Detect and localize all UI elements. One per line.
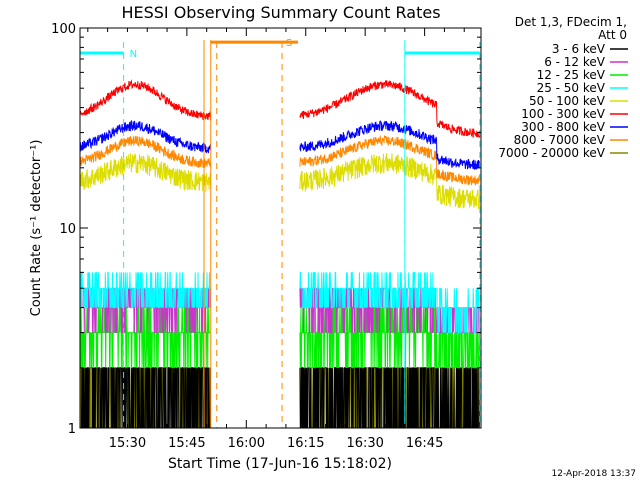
y-tick-label-1: 10 bbox=[59, 222, 76, 237]
series-line-6 bbox=[79, 119, 481, 170]
axes: 1 10 100 15:30 15:45 16:00 16:15 16:30 16:45 bbox=[51, 22, 481, 451]
legend-label-8: 7000 - 20000 keV bbox=[498, 146, 605, 160]
legend-label-4: 50 - 100 keV bbox=[529, 94, 606, 108]
timestamp-footer: 12-Apr-2018 13:37 bbox=[552, 469, 636, 479]
legend-label-2: 12 - 25 keV bbox=[537, 68, 606, 82]
y-axis-label: Count Rate (s⁻¹ detector⁻¹) bbox=[29, 140, 44, 317]
series-line-4 bbox=[79, 152, 481, 210]
x-axis-label: Start Time (17-Jun-16 15:18:02) bbox=[168, 456, 392, 472]
x-tick-label-4: 16:30 bbox=[346, 436, 383, 451]
x-tick-label-0: 15:30 bbox=[109, 436, 146, 451]
legend-header-line-2: Att 0 bbox=[598, 28, 627, 42]
y-tick-label-2: 100 bbox=[51, 22, 76, 37]
legend-label-1: 6 - 12 keV bbox=[544, 55, 606, 69]
series-line-5 bbox=[79, 79, 481, 139]
x-tick-label-5: 16:45 bbox=[406, 436, 443, 451]
legend-label-3: 25 - 50 keV bbox=[537, 81, 606, 95]
y-tick-label-0: 1 bbox=[68, 422, 76, 437]
legend-label-5: 100 - 300 keV bbox=[521, 107, 605, 121]
chart-title: HESSI Observing Summary Count Rates bbox=[121, 3, 440, 22]
flag-label-0: N bbox=[130, 49, 137, 60]
x-tick-label-1: 15:45 bbox=[168, 436, 205, 451]
flag-label-2: S bbox=[286, 38, 292, 49]
series-line-7 bbox=[79, 134, 481, 186]
series-line-3 bbox=[79, 271, 481, 334]
x-tick-label-2: 16:00 bbox=[228, 436, 265, 451]
legend-label-6: 300 - 800 keV bbox=[521, 120, 605, 134]
x-tick-label-3: 16:15 bbox=[287, 436, 324, 451]
legend-label-0: 3 - 6 keV bbox=[552, 42, 606, 56]
legend-label-7: 800 - 7000 keV bbox=[514, 133, 606, 147]
plot-area: NS bbox=[79, 38, 481, 429]
legend-header-line-1: Det 1,3, FDecim 1, bbox=[515, 15, 627, 29]
